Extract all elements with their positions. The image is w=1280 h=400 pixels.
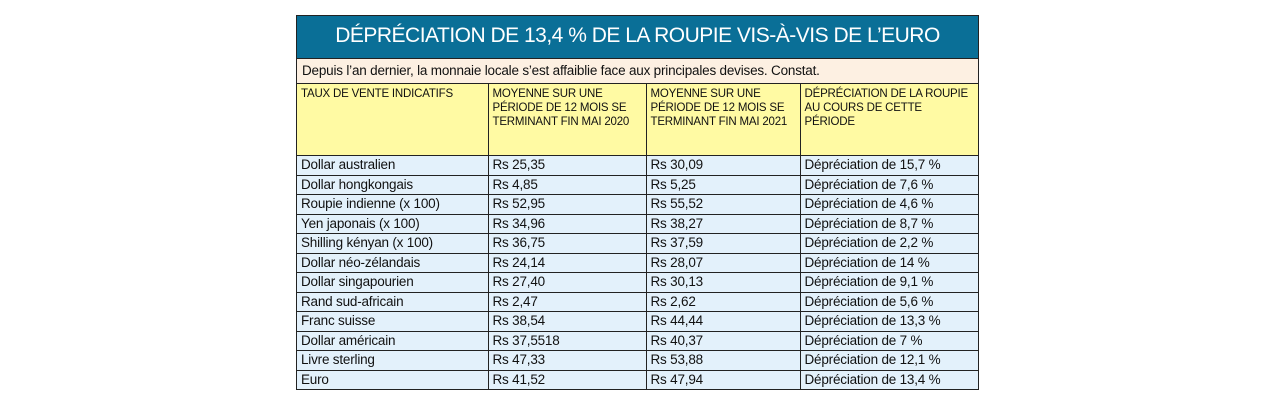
cell-average-2021: Rs 38,27 (645, 213, 801, 234)
cell-depreciation: Dépréciation de 4,6 % (799, 194, 978, 215)
header-depreciation: DÉPRÉCIATION DE LA ROUPIE AU COURS DE CE… (799, 84, 978, 156)
cell-average-2021: Rs 5,25 (645, 174, 801, 195)
cell-depreciation: Dépréciation de 7,6 % (799, 174, 978, 195)
cell-currency: Yen japonais (x 100) (297, 213, 489, 234)
exchange-rate-table: TAUX DE VENTE INDICATIFS MOYENNE SUR UNE… (297, 84, 978, 389)
cell-average-2021: Rs 44,44 (645, 311, 801, 332)
cell-depreciation: Dépréciation de 9,1 % (799, 272, 978, 293)
cell-currency: Rand sud-africain (297, 291, 489, 312)
cell-average-2020: Rs 38,54 (487, 311, 647, 332)
table-row: Livre sterling Rs 47,33 Rs 53,88 Dépréciati… (297, 350, 978, 371)
table-row: Dollar américain Rs 37,5518 Rs 40,37 Dépréc… (297, 330, 978, 351)
table-row: Dollar néo-zélandais Rs 24,14 Rs 28,07 Dépr… (297, 252, 978, 273)
cell-average-2020: Rs 27,40 (487, 272, 647, 293)
cell-average-2020: Rs 52,95 (487, 194, 647, 215)
table-row: Franc suisse Rs 38,54 Rs 44,44 Dépréciation… (297, 311, 978, 332)
cell-depreciation: Dépréciation de 8,7 % (799, 213, 978, 234)
cell-currency: Euro (297, 369, 489, 389)
cell-average-2020: Rs 24,14 (487, 252, 647, 273)
table-row: Dollar hongkongais Rs 4,85 Rs 5,25 Déprécia… (297, 174, 978, 195)
cell-currency: Dollar néo-zélandais (297, 252, 489, 273)
cell-average-2020: Rs 36,75 (487, 233, 647, 254)
table-row: Rand sud-africain Rs 2,47 Rs 2,62 Dépréciat… (297, 291, 978, 312)
cell-depreciation: Dépréciation de 13,3 % (799, 311, 978, 332)
cell-average-2021: Rs 40,37 (645, 330, 801, 351)
table-row: Dollar singapourien Rs 27,40 Rs 30,13 Dépré… (297, 272, 978, 293)
cell-depreciation: Dépréciation de 14 % (799, 252, 978, 273)
exchange-rate-table-panel: DÉPRÉCIATION DE 13,4 % DE LA ROUPIE VIS-… (296, 15, 979, 390)
cell-average-2020: Rs 25,35 (487, 155, 647, 176)
header-currency: TAUX DE VENTE INDICATIFS (297, 84, 489, 156)
panel-subtitle: Depuis l’an dernier, la monnaie locale s… (297, 59, 978, 84)
panel-title: DÉPRÉCIATION DE 13,4 % DE LA ROUPIE VIS-… (297, 16, 978, 59)
cell-average-2021: Rs 30,13 (645, 272, 801, 293)
cell-depreciation: Dépréciation de 7 % (799, 330, 978, 351)
cell-average-2021: Rs 53,88 (645, 350, 801, 371)
cell-depreciation: Dépréciation de 2,2 % (799, 233, 978, 254)
cell-currency: Dollar singapourien (297, 272, 489, 293)
cell-currency: Dollar hongkongais (297, 174, 489, 195)
cell-average-2020: Rs 4,85 (487, 174, 647, 195)
cell-currency: Dollar américain (297, 330, 489, 351)
cell-depreciation: Dépréciation de 15,7 % (799, 155, 978, 176)
cell-average-2021: Rs 37,59 (645, 233, 801, 254)
cell-average-2021: Rs 47,94 (645, 369, 801, 389)
table-row: Shilling kényan (x 100) Rs 36,75 Rs 37,59 D… (297, 233, 978, 254)
cell-currency: Dollar australien (297, 155, 489, 176)
cell-average-2020: Rs 34,96 (487, 213, 647, 234)
cell-average-2021: Rs 55,52 (645, 194, 801, 215)
cell-depreciation: Dépréciation de 5,6 % (799, 291, 978, 312)
header-average-2020: MOYENNE SUR UNE PÉRIODE DE 12 MOIS SE TE… (487, 84, 647, 156)
cell-depreciation: Dépréciation de 13,4 % (799, 369, 978, 389)
cell-currency: Roupie indienne (x 100) (297, 194, 489, 215)
cell-currency: Franc suisse (297, 311, 489, 332)
cell-average-2020: Rs 41,52 (487, 369, 647, 389)
table-row: Euro Rs 41,52 Rs 47,94 Dépréciation de 13,4… (297, 369, 978, 389)
header-average-2021: MOYENNE SUR UNE PÉRIODE DE 12 MOIS SE TE… (645, 84, 801, 156)
cell-average-2021: Rs 2,62 (645, 291, 801, 312)
cell-average-2021: Rs 28,07 (645, 252, 801, 273)
cell-currency: Livre sterling (297, 350, 489, 371)
cell-average-2020: Rs 37,5518 (487, 330, 647, 351)
cell-depreciation: Dépréciation de 12,1 % (799, 350, 978, 371)
cell-average-2020: Rs 2,47 (487, 291, 647, 312)
table-row: Yen japonais (x 100) Rs 34,96 Rs 38,27 Dépr… (297, 213, 978, 234)
cell-average-2021: Rs 30,09 (645, 155, 801, 176)
table-row: Dollar australien Rs 25,35 Rs 30,09 Dépréci… (297, 155, 978, 176)
table-row: Roupie indienne (x 100) Rs 52,95 Rs 55,52 D… (297, 194, 978, 215)
table-header-row: TAUX DE VENTE INDICATIFS MOYENNE SUR UNE… (297, 84, 978, 156)
cell-currency: Shilling kényan (x 100) (297, 233, 489, 254)
cell-average-2020: Rs 47,33 (487, 350, 647, 371)
